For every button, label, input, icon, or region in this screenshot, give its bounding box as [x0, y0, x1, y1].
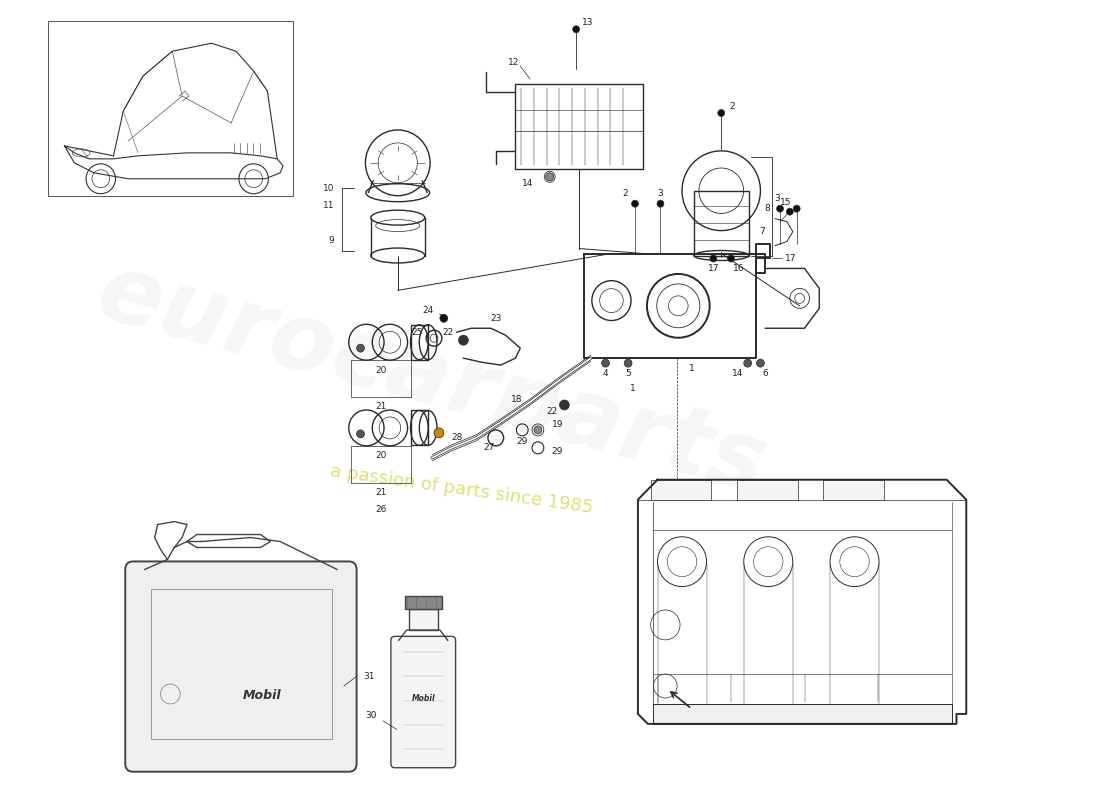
Circle shape	[356, 430, 364, 438]
Text: 5: 5	[625, 369, 631, 378]
Bar	[408, 610, 438, 630]
Bar	[651, 480, 712, 500]
Bar	[652, 704, 952, 724]
Bar	[737, 480, 797, 500]
Text: 14: 14	[521, 179, 532, 188]
Text: eurocarparts: eurocarparts	[88, 246, 777, 514]
Circle shape	[560, 400, 570, 410]
Text: 8: 8	[764, 204, 770, 213]
Circle shape	[793, 205, 800, 212]
Text: Mobil: Mobil	[411, 694, 436, 703]
Text: 29: 29	[517, 438, 528, 446]
Text: 6: 6	[762, 369, 768, 378]
Bar	[410, 325, 428, 360]
Circle shape	[440, 314, 448, 322]
Circle shape	[624, 359, 632, 367]
Circle shape	[757, 359, 764, 367]
Circle shape	[602, 359, 609, 367]
Text: 24: 24	[422, 306, 435, 315]
Text: 20: 20	[375, 451, 386, 460]
Text: 16: 16	[733, 264, 745, 273]
Text: 20: 20	[375, 366, 386, 374]
Text: 1: 1	[630, 383, 636, 393]
Text: 23: 23	[491, 314, 502, 322]
Text: 29: 29	[552, 447, 563, 456]
Bar	[47, 22, 293, 196]
Text: 9: 9	[328, 236, 334, 245]
Text: 31: 31	[363, 672, 375, 681]
Circle shape	[786, 208, 793, 215]
Text: 13: 13	[582, 18, 594, 27]
Text: 17: 17	[707, 264, 719, 273]
Text: 19: 19	[552, 421, 563, 430]
Bar	[410, 410, 428, 446]
Text: 2: 2	[623, 190, 628, 198]
Bar	[694, 190, 749, 255]
Text: 22: 22	[547, 407, 558, 417]
Text: Mobil: Mobil	[243, 690, 282, 702]
Circle shape	[727, 255, 735, 262]
Text: 28: 28	[452, 434, 463, 442]
Text: 4: 4	[603, 369, 608, 378]
Circle shape	[777, 205, 783, 212]
Circle shape	[459, 335, 469, 345]
Text: 12: 12	[507, 58, 519, 66]
Text: 14: 14	[733, 369, 744, 378]
Text: 25: 25	[411, 328, 422, 337]
Bar	[823, 480, 884, 500]
Text: 21: 21	[375, 402, 386, 411]
Circle shape	[710, 255, 717, 262]
Text: 18: 18	[510, 395, 522, 405]
Text: 11: 11	[322, 201, 334, 210]
Text: 21: 21	[375, 488, 386, 497]
Text: 22: 22	[442, 328, 453, 337]
Circle shape	[356, 344, 364, 352]
Circle shape	[718, 110, 725, 117]
Text: 27: 27	[483, 443, 495, 452]
Text: 1: 1	[689, 364, 694, 373]
Circle shape	[657, 200, 664, 207]
Circle shape	[434, 428, 443, 438]
FancyBboxPatch shape	[390, 636, 455, 768]
Text: 30: 30	[365, 711, 377, 720]
Bar	[405, 596, 442, 610]
Bar	[151, 590, 332, 739]
Circle shape	[534, 426, 542, 434]
Text: a passion of parts since 1985: a passion of parts since 1985	[329, 462, 594, 517]
Circle shape	[631, 200, 638, 207]
Bar	[516, 84, 642, 169]
Circle shape	[744, 359, 751, 367]
FancyBboxPatch shape	[125, 562, 356, 772]
Text: 7: 7	[760, 227, 766, 236]
Text: 26: 26	[375, 505, 386, 514]
Text: 17: 17	[785, 254, 796, 263]
Text: 3: 3	[774, 194, 780, 203]
Circle shape	[546, 173, 553, 181]
Text: 2: 2	[729, 102, 735, 110]
Text: 10: 10	[322, 184, 334, 194]
Text: 3: 3	[658, 190, 663, 198]
Circle shape	[573, 26, 580, 33]
Text: 15: 15	[780, 198, 792, 207]
